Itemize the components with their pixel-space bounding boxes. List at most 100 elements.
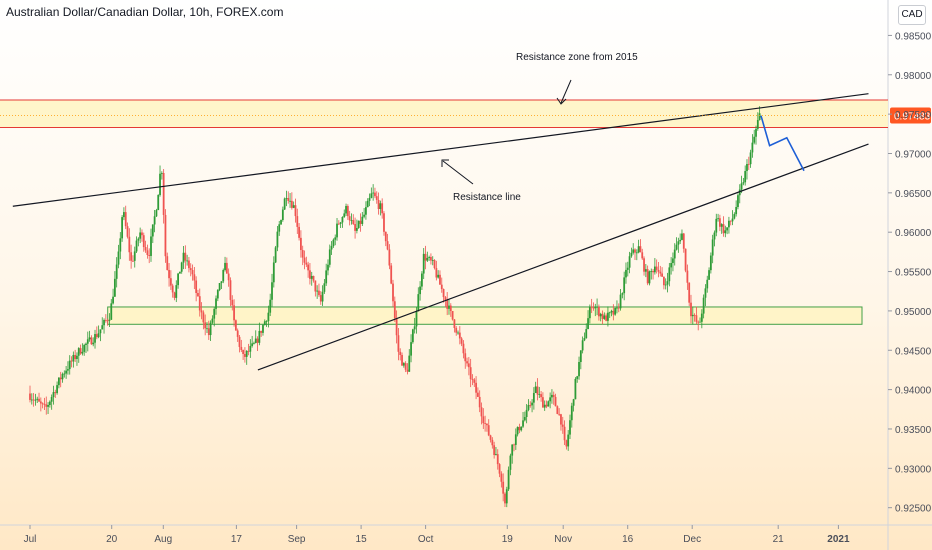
candle-body [393,301,396,319]
candle-body [737,195,739,207]
candle-body [520,426,523,431]
candle-body [740,183,743,190]
candle-body [473,379,476,383]
candle-body [41,403,44,405]
candle-body [422,253,425,274]
y-tick-label: 0.95000 [895,307,932,318]
candle-body [697,321,700,323]
candle-body [300,237,302,251]
candle-body [659,271,662,274]
candle-body [283,198,286,210]
candle-body [673,249,676,259]
candle-body [354,224,356,231]
candle-body [229,280,232,300]
candle-body [103,319,105,326]
candle-body [614,307,617,315]
annotation-arrowhead-zone [556,97,567,105]
candle-body [746,163,748,172]
candle-body [617,307,620,309]
candle-body [95,334,98,338]
candle-body [632,249,635,253]
candle-body [664,284,667,286]
candle-body [323,283,326,292]
candle-body [150,236,152,256]
candle-body [88,337,91,340]
candle-body [68,360,71,370]
candle-body [567,434,570,447]
candle-body [36,398,39,400]
candle-body [688,282,691,303]
candle-body [498,464,501,474]
candle-body [72,354,75,362]
candle-body [691,314,694,317]
candle-body [451,310,454,320]
candle-body [135,240,138,252]
y-tick-label: 0.94500 [895,346,932,357]
candle-body [751,142,754,153]
y-tick-label: 0.98500 [895,31,932,42]
candle-body [104,319,107,321]
candle-body [260,330,263,333]
candle-body [274,247,277,263]
candle-body [565,440,568,447]
candle-body [97,333,100,338]
candle-body [368,197,371,201]
candle-body [263,321,266,326]
candle-body [404,363,407,370]
candle-body [480,407,483,417]
candle-body [411,329,414,343]
candle-body [672,258,674,264]
candle-body [332,239,335,247]
candle-body [756,119,759,129]
candle-body [316,290,319,292]
candle-body [670,263,673,268]
candle-body [157,194,160,211]
candle-body [319,295,322,302]
candle-body [244,353,246,357]
candle-body [644,269,647,272]
candle-body [706,279,709,289]
candle-body [715,218,718,233]
candle-body [460,338,463,344]
candle-body [496,454,499,465]
candle-body [76,355,78,359]
candle-body [596,306,598,308]
candle-body [661,273,663,277]
candle-body [289,200,291,202]
candle-body [634,249,636,253]
currency-button[interactable]: CAD [898,5,926,25]
candle-body [166,256,169,271]
candle-body [215,298,217,309]
candle-body [236,330,239,337]
candle-body [415,311,418,327]
candle-body [619,294,622,309]
candle-body [43,403,46,405]
candle-body [207,328,210,336]
candle-body [298,226,300,238]
candle-body [682,233,685,249]
candle-body [254,338,257,343]
candle-body [153,216,156,225]
candle-body [312,275,315,281]
x-tick-label: Jul [24,534,37,545]
candle-body [59,377,62,380]
candle-body [366,200,369,208]
candle-body [112,296,114,304]
candle-body [198,296,201,311]
candle-body [430,257,432,261]
y-tick-label: 0.98000 [895,71,932,82]
candle-body [206,328,208,330]
candle-body [392,283,394,302]
candle-body [45,404,48,407]
candle-body [448,305,450,309]
candle-body [563,426,566,441]
candle-body [700,313,703,322]
candle-body [612,310,615,315]
candle-body [399,351,402,355]
candle-body [141,232,143,236]
candle-body [453,319,456,329]
candle-body [755,128,757,137]
candle-body [177,273,179,286]
candle-body [32,399,35,401]
